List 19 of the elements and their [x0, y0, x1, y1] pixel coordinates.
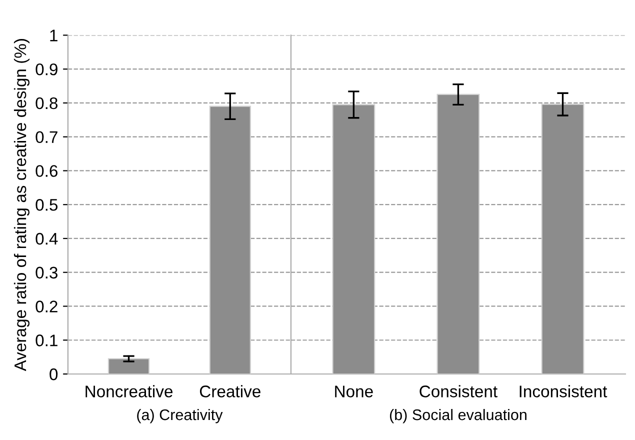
y-tick-label: 1	[50, 30, 58, 42]
y-tick-label: 0.5	[36, 199, 58, 211]
y-tick-label: 0.7	[36, 131, 58, 144]
x-axis-title: (b) Social evaluation	[390, 408, 526, 424]
y-tick-label: 0	[50, 368, 58, 380]
x-tick-label: Noncreative	[86, 385, 172, 398]
y-tick-label: 0.9	[36, 63, 58, 76]
x-tick-label: Creative	[200, 385, 260, 398]
y-tick-label: 0.8	[36, 97, 58, 110]
y-tick-label: 0.4	[36, 232, 58, 245]
y-tick-label: 0.2	[36, 300, 58, 312]
y-tick-label: 0.6	[36, 165, 58, 177]
y-tick-label: 0.1	[36, 334, 58, 346]
y-tick-label: 0.3	[36, 266, 58, 279]
x-axis-title: (a) Creativity	[137, 408, 223, 424]
x-tick-label: Consistent	[420, 385, 498, 398]
x-tick-label: Inconsistent	[520, 385, 608, 398]
y-axis-title: Average ratio of rating as creative design (%)	[14, 39, 30, 372]
x-tick-label: None	[335, 386, 373, 398]
